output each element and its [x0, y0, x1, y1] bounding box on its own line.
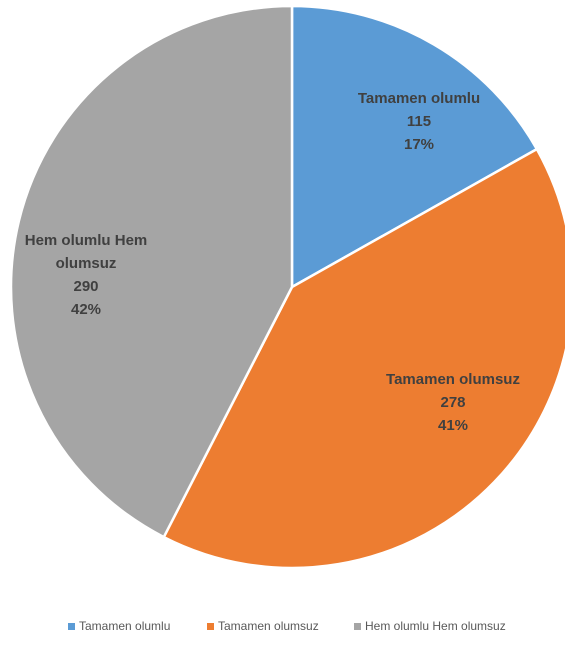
- data-label-category-tamamen-olumlu: Tamamen olumlu: [358, 90, 480, 107]
- data-label-value-tamamen-olumsuz: 278: [440, 394, 465, 411]
- legend-label-tamamen-olumlu: Tamamen olumlu: [79, 619, 170, 633]
- data-label-percent-tamamen-olumsuz: 41%: [438, 417, 468, 434]
- data-label-percent-hem-olumlu-hem-olumsuz: 42%: [71, 301, 101, 318]
- data-label-category-hem-olumlu-hem-olumsuz-line-2: olumsuz: [56, 255, 117, 272]
- pie-slice-tamamen-olumsuz: [162, 147, 565, 570]
- data-label-value-hem-olumlu-hem-olumsuz: 290: [73, 278, 98, 295]
- legend-item-tamamen-olumlu: Tamamen olumlu: [68, 619, 170, 633]
- legend-label-hem-olumlu-hem-olumsuz: Hem olumlu Hem olumsuz: [365, 619, 506, 633]
- legend-item-tamamen-olumsuz: Tamamen olumsuz: [207, 619, 319, 633]
- legend-swatch-hem-olumlu-hem-olumsuz: [354, 623, 361, 630]
- legend-swatch-tamamen-olumsuz: [207, 623, 214, 630]
- data-label-percent-tamamen-olumlu: 17%: [404, 136, 434, 153]
- pie-slices: [9, 4, 565, 570]
- pie-slice-hem-olumlu-hem-olumsuz: [9, 4, 294, 539]
- legend-item-hem-olumlu-hem-olumsuz: Hem olumlu Hem olumsuz: [354, 619, 506, 633]
- data-labels: Tamamen olumlu 115 17% Tamamen olumsuz 278 41…: [25, 90, 520, 434]
- data-label-value-tamamen-olumlu: 115: [407, 113, 431, 130]
- pie-slice-tamamen-olumlu: [290, 4, 539, 289]
- legend-label-tamamen-olumsuz: Tamamen olumsuz: [218, 619, 319, 633]
- data-label-category-tamamen-olumsuz: Tamamen olumsuz: [386, 371, 520, 388]
- data-label-category-hem-olumlu-hem-olumsuz-line-1: Hem olumlu Hem: [25, 232, 148, 249]
- legend-swatch-tamamen-olumlu: [68, 623, 75, 630]
- legend: Tamamen olumlu Tamamen olumsuz Hem olumlu …: [68, 619, 506, 633]
